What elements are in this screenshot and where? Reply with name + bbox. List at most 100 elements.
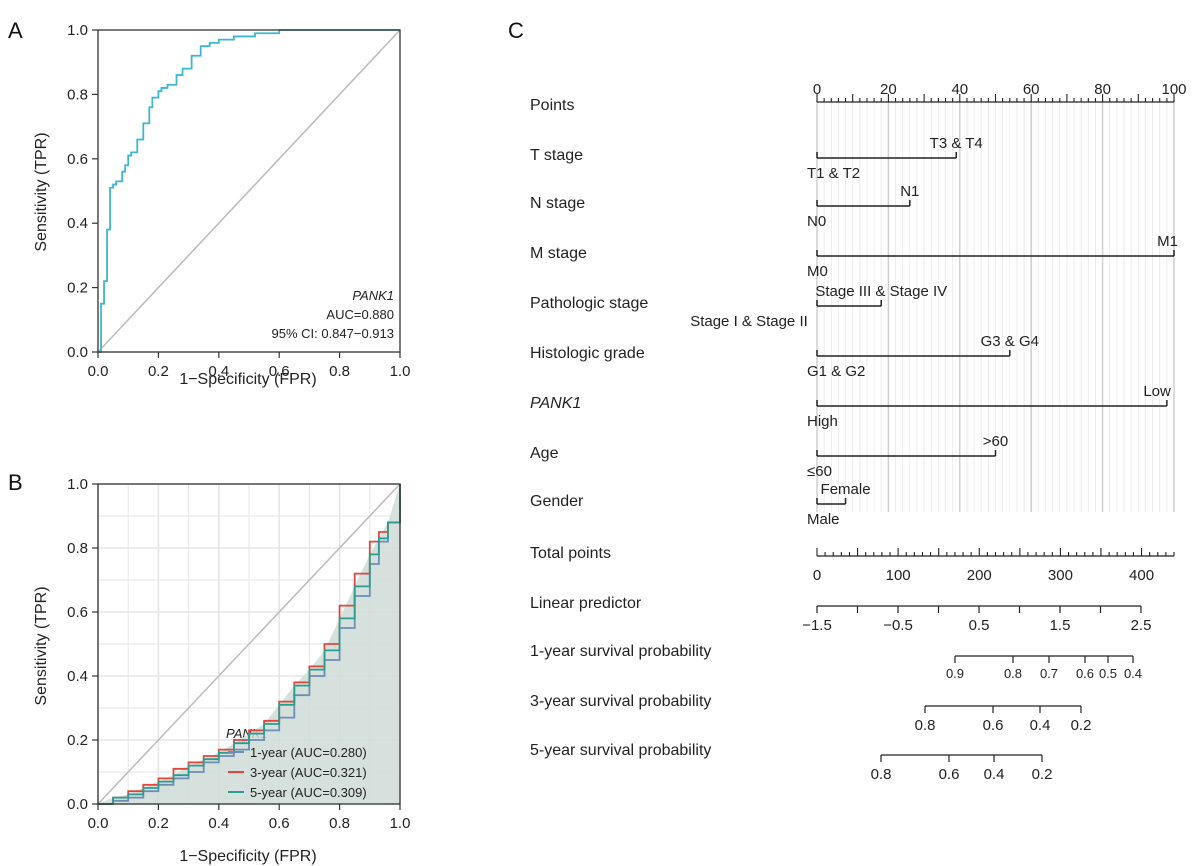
nomogram-level-low: T1 & T2 [807,165,860,182]
nomogram-variable-label: M stage [530,245,587,262]
nomogram-survival-label: 1-year survival probability [530,643,711,660]
nomogram-variable-label: T stage [530,147,583,164]
b-auc-fill [98,484,400,804]
nomogram-survival-tick-label: 0.5 [1099,666,1117,681]
nomogram-level-high: M1 [1157,233,1178,250]
b-ytick-label: 0.2 [67,732,88,749]
nomogram-level-high: Stage III & Stage IV [815,283,947,300]
b-series-line-0 [98,484,401,805]
b-xtick-label: 1.0 [390,815,411,832]
nomogram-level-high: G3 & G4 [981,333,1039,350]
nomogram-total-tick-label: 0 [813,567,821,584]
a-ytick-label: 0.8 [67,86,88,103]
a-ytick-label: 0.0 [67,344,88,361]
nomogram-survival-tick-label: 0.4 [1124,666,1142,681]
b-ylabel: Sensitivity (TPR) [33,586,50,705]
nomogram-linear-tick-label: 2.5 [1131,617,1152,634]
nomogram-linear-tick-label: −1.5 [802,617,832,634]
nomogram-survival-tick-label: 0.6 [983,717,1004,734]
nomogram-survival-tick-label: 0.4 [1030,717,1051,734]
nomogram-points-tick-label: 20 [880,81,897,98]
nomogram-points-label: Points [530,97,574,114]
nomogram-total-tick-label: 300 [1048,567,1073,584]
nomogram-variable-label: Age [530,445,559,462]
b-ytick-label: 0.6 [67,604,88,621]
nomogram-survival-tick-label: 0.8 [871,766,892,783]
nomogram-level-low: ≤60 [807,463,832,480]
nomogram-level-low: G1 & G2 [807,363,865,380]
nomogram-points-tick-label: 0 [813,81,821,98]
nomogram-level-low: M0 [807,263,828,280]
a-series-line-0 [98,29,400,353]
nomogram-survival-tick-label: 0.4 [984,766,1005,783]
nomogram-survival-tick-label: 0.7 [1040,666,1058,681]
b-frame [97,483,401,805]
a-xlabel: 1−Specificity (FPR) [179,371,316,388]
nomogram-variable-label: Pathologic stage [530,295,648,312]
nomogram-linear-tick-label: 0.5 [969,617,990,634]
b-legend-label: 3-year (AUC=0.321) [250,765,367,780]
panel-letter-b: B [8,470,23,495]
nomogram-total-tick-label: 200 [967,567,992,584]
b-xtick-label: 0.2 [148,815,169,832]
b-xtick-label: 0.8 [329,815,350,832]
nomogram-survival-tick-label: 0.6 [939,766,960,783]
nomogram-level-high: T3 & T4 [930,135,983,152]
nomogram-survival-tick-label: 0.8 [915,717,936,734]
nomogram-points-tick-label: 40 [951,81,968,98]
b-ytick-label: 0.8 [67,540,88,557]
a-xtick-label: 0.4 [208,363,229,380]
b-ytick-label: 0.4 [67,668,88,685]
nomogram-variable-label: N stage [530,195,585,212]
nomogram-survival-tick-label: 0.2 [1032,766,1053,783]
nomogram-total-tick-label: 400 [1129,567,1154,584]
b-legend-label: 1-year (AUC=0.280) [250,745,367,760]
panel-letter-a: A [8,18,23,43]
a-ytick-label: 0.4 [67,215,88,232]
nomogram-level-high: Female [821,481,871,498]
nomogram-survival-tick-label: 0.9 [946,666,964,681]
nomogram-survival-label: 3-year survival probability [530,693,711,710]
a-ytick-label: 1.0 [67,22,88,39]
nomogram-points-tick-label: 80 [1094,81,1111,98]
b-xtick-label: 0.4 [208,815,229,832]
nomogram-variable-label: Histologic grade [530,345,645,362]
nomogram-variable-label: Gender [530,493,584,510]
a-ylabel: Sensitivity (TPR) [33,132,50,251]
b-xtick-label: 0.0 [88,815,109,832]
a-ytick-label: 0.6 [67,151,88,168]
b-ytick-label: 0.0 [67,796,88,813]
nomogram-linear-label: Linear predictor [530,595,642,612]
a-diagonal [97,29,401,353]
nomogram-level-low: N0 [807,213,826,230]
nomogram-survival-tick-label: 0.2 [1071,717,1092,734]
roc-chart-b: 1−Specificity (FPR) Sensitivity (TPR) PA… [33,476,410,865]
nomogram-level-low: Stage I & Stage II [690,313,808,330]
a-xtick-label: 0.6 [269,363,290,380]
nomogram-level-low: Male [807,511,840,528]
nomogram-level-low: High [807,413,838,430]
a-xtick-label: 0.2 [148,363,169,380]
nomogram-points-tick-label: 60 [1023,81,1040,98]
b-series-line-2 [98,484,401,805]
nomogram-survival-label: 5-year survival probability [530,742,711,759]
b-xtick-label: 0.6 [269,815,290,832]
roc-chart-a: 1−Specificity (FPR) Sensitivity (TPR) PA… [33,22,410,388]
a-frame [97,29,401,353]
nomogram-survival-tick-label: 0.6 [1076,666,1094,681]
a-ytick-label: 0.2 [67,280,88,297]
b-diagonal [97,483,401,805]
a-annotation-ci: 95% CI: 0.847−0.913 [271,326,394,341]
a-annotation-auc: AUC=0.880 [326,307,394,322]
nomogram-linear-tick-label: −0.5 [883,617,913,634]
nomogram-chart: Points Total points Linear predictor 0 20… [530,81,1187,783]
nomogram-total-tick-label: 100 [886,567,911,584]
nomogram-total-label: Total points [530,545,611,562]
a-xtick-label: 1.0 [390,363,411,380]
nomogram-level-high: Low [1143,383,1171,400]
nomogram-level-high: N1 [900,183,919,200]
nomogram-variable-label: PANK1 [530,395,581,412]
nomogram-linear-tick-label: 1.5 [1050,617,1071,634]
nomogram-survival-tick-label: 0.8 [1004,666,1022,681]
a-xtick-label: 0.8 [329,363,350,380]
